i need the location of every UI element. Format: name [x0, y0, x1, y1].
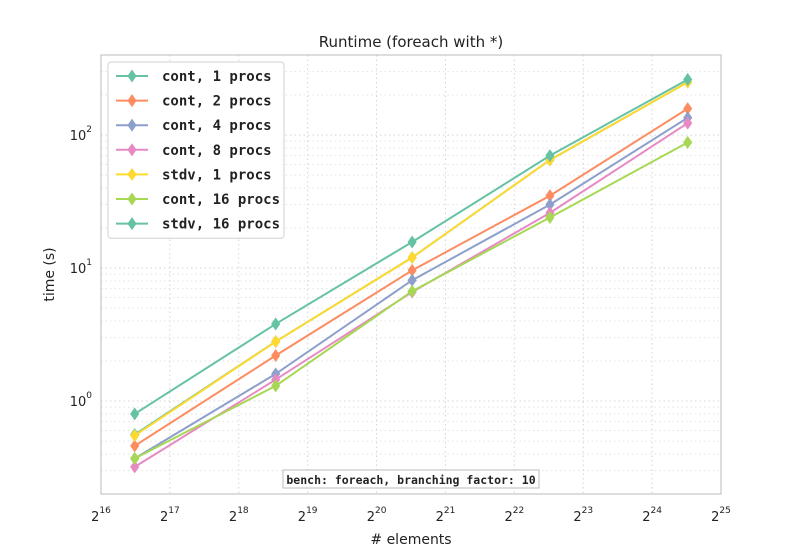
y-tick-label: 102 [70, 125, 92, 144]
axis-ticks: 216 217 218 219 220 221 222 223 224 225 100 101 102 [70, 125, 731, 525]
x-tick-label: 216 [91, 506, 111, 525]
legend-box [107, 61, 285, 239]
legend-label: cont, 4 procs [162, 118, 272, 134]
data-point [407, 251, 417, 265]
data-point [407, 273, 417, 287]
annotation-box [282, 469, 540, 489]
legend: cont, 1 procs cont, 2 procs cont, 4 procs c… [107, 61, 285, 239]
legend-marker [127, 167, 137, 181]
data-point [271, 379, 281, 393]
data-point [130, 439, 140, 453]
legend-item: cont, 8 procs [116, 143, 272, 159]
legend-label: cont, 8 procs [162, 143, 272, 159]
x-tick-label: 218 [229, 506, 249, 525]
legend-marker [127, 143, 137, 157]
legend-label: cont, 2 procs [162, 94, 272, 110]
x-tick-label: 223 [573, 506, 593, 525]
legend-label: cont, 1 procs [162, 69, 272, 85]
data-point [683, 116, 693, 130]
y-axis-label: time (s) [42, 247, 58, 301]
data-point [130, 460, 140, 474]
x-tick-label: 219 [298, 506, 318, 525]
series-group [130, 72, 693, 421]
x-axis-label: # elements [370, 532, 451, 548]
data-point [683, 135, 693, 149]
x-tick-label: 221 [436, 506, 456, 525]
legend-item: stdv, 16 procs [116, 217, 280, 233]
legend-item: cont, 1 procs [116, 69, 272, 85]
x-tick-label: 217 [160, 506, 180, 525]
data-point [271, 348, 281, 363]
data-point [130, 407, 140, 421]
y-tick-label: 101 [70, 258, 92, 277]
annotation: bench: foreach, branching factor: 10 [282, 469, 540, 489]
legend-item: stdv, 1 procs [116, 167, 272, 183]
legend-label: stdv, 16 procs [162, 217, 280, 233]
data-point [683, 72, 693, 86]
x-tick-label: 222 [504, 506, 524, 525]
legend-item: cont, 4 procs [116, 118, 272, 134]
data-point [407, 284, 417, 298]
series-group [130, 135, 693, 465]
data-point [130, 429, 140, 443]
x-tick-label: 220 [367, 506, 387, 525]
legend-item: cont, 2 procs [116, 94, 272, 110]
data-point [407, 235, 417, 249]
data-point [545, 149, 555, 163]
legend-item: cont, 16 procs [116, 192, 280, 208]
data-point [271, 335, 281, 349]
x-tick-label: 224 [642, 506, 662, 525]
legend-label: stdv, 1 procs [162, 167, 272, 183]
plot-frame [100, 54, 722, 495]
legend-marker [127, 94, 137, 108]
x-tick-label: 225 [711, 506, 731, 525]
legend-marker [127, 118, 137, 132]
data-point [271, 317, 281, 331]
legend-marker [127, 69, 137, 83]
annotation-text: bench: foreach, branching factor: 10 [286, 473, 535, 487]
legend-marker [127, 192, 137, 206]
legend-marker [127, 217, 137, 231]
y-tick-label: 100 [70, 391, 93, 410]
legend-label: cont, 16 procs [162, 192, 280, 208]
data-point [545, 210, 555, 225]
series-lines [130, 72, 693, 474]
data-point [130, 451, 140, 465]
chart-title: Runtime (foreach with *) [319, 33, 503, 51]
